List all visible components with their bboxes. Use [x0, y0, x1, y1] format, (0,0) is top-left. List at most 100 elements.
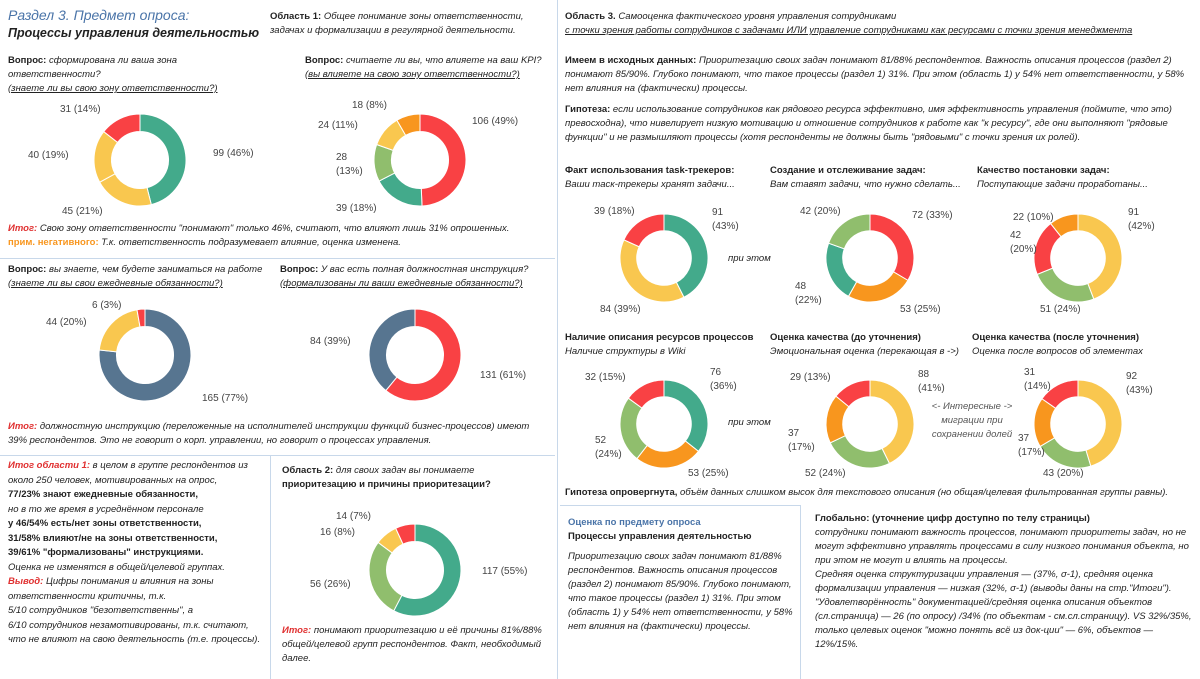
- donut-segment: [368, 308, 416, 392]
- donut-segment: [623, 213, 665, 248]
- connector: при этом: [728, 253, 771, 264]
- divider: [557, 0, 558, 679]
- text: понимают приоритезацию и её причины 81%/…: [282, 625, 542, 664]
- text: для своих задач вы понимаете: [333, 465, 475, 476]
- panel-title: Создание и отслеживание задач:: [770, 165, 926, 176]
- line: 5/10 сотрудников "безответственны", а: [8, 605, 194, 616]
- donut-segment: [139, 113, 187, 206]
- refuted: Гипотеза опровергнута, объём данных слиш…: [565, 486, 1190, 500]
- data-label: 24 (11%): [318, 120, 358, 131]
- data-label: 39 (18%): [594, 206, 635, 217]
- text: объём данных слишком высок для текстовог…: [677, 487, 1169, 498]
- area2: Область 2: для своих задач вы понимаете п…: [282, 464, 552, 492]
- q3: Вопрос: вы знаете, чем будете заниматься…: [8, 263, 273, 291]
- label: Итог:: [282, 625, 312, 636]
- data-label: 42 (20%): [800, 206, 841, 217]
- global: Глобально: (уточнение цифр доступно по т…: [815, 512, 1193, 652]
- panel-subtitle: Поступающие задачи проработаны...: [977, 179, 1148, 190]
- hypothesis: Гипотеза: если использование сотрудников…: [565, 103, 1190, 145]
- donut-segment: [393, 523, 462, 617]
- panel-header: Качество постановки задач: Поступающие за…: [977, 164, 1182, 192]
- line: Оценка не изменятся в общей/целевой груп…: [8, 561, 225, 573]
- data-label: 99 (46%): [213, 148, 254, 159]
- data-label: 31 (14%): [60, 104, 101, 115]
- donut-segment: [1041, 379, 1079, 410]
- label: Вопрос:: [8, 55, 47, 66]
- donut-segment: [1077, 213, 1123, 300]
- line: но в то же время в усреднённом персонале: [8, 503, 204, 515]
- data-label: 37 (17%): [1018, 433, 1045, 458]
- donut-segment: [98, 308, 192, 402]
- label: Гипотеза опровергнута,: [565, 487, 678, 498]
- data-label: 56 (26%): [310, 579, 351, 590]
- text: Свою зону ответственности "понимают" тол…: [37, 223, 510, 234]
- text: Приоритезацию своих задач понимают 81/88…: [565, 55, 1185, 94]
- result5: Итог: понимают приоритезацию и её причин…: [282, 624, 547, 666]
- data-label: 18 (8%): [352, 100, 388, 111]
- panel-title: Оценка качества (после уточнения): [972, 332, 1139, 343]
- data-label: 92 (43%): [1126, 371, 1153, 396]
- result1: Итог: Свою зону ответственности "понимаю…: [8, 222, 548, 250]
- donut-segment: [136, 308, 146, 328]
- area3: Область 3. Самооценка фактического уровн…: [565, 10, 1185, 38]
- title: Процессы управления деятельностью: [8, 26, 260, 40]
- panel-subtitle: Наличие структуры в Wiki: [565, 346, 686, 357]
- label: Итог:: [8, 421, 38, 432]
- data-label: 45 (21%): [62, 206, 103, 217]
- sub: приоритезацию и причины приоритезации?: [282, 479, 491, 490]
- data-label: 72 (33%): [912, 210, 953, 221]
- label: Область 3.: [565, 11, 616, 22]
- title: Глобально: (уточнение цифр доступно по т…: [815, 513, 1090, 524]
- data-label: 16 (8%): [320, 527, 356, 538]
- donut-segment: [663, 213, 709, 298]
- data-label: 106 (49%): [472, 116, 519, 127]
- donut-segment: [829, 435, 891, 469]
- data-label: 31 (14%): [1024, 367, 1051, 392]
- data-label: 42 (20%): [1010, 230, 1037, 255]
- conclusion: Цифры понимания и влияния на зоны ответс…: [8, 576, 214, 602]
- sub: (знаете ли вы свою зону ответственности?…: [8, 83, 218, 94]
- q4: Вопрос: У вас есть полная должностная ин…: [280, 263, 550, 291]
- paragraph: Средняя оценка структуризации управления…: [815, 569, 1192, 650]
- data-label: 14 (7%): [336, 511, 372, 522]
- text: в целом в группе респондентов из около 2…: [8, 460, 248, 486]
- donut-segment: [627, 379, 665, 409]
- line: 39/61% "формализованы" инструкциями.: [8, 547, 204, 558]
- paragraphs: сотрудники понимают важность процессов, …: [815, 526, 1193, 652]
- label: Вопрос:: [280, 264, 319, 275]
- data-label: 131 (61%): [480, 370, 527, 381]
- donut-segment: [835, 379, 871, 408]
- donut-segment: [1077, 379, 1123, 467]
- donut-segment: [396, 113, 421, 137]
- panel-subtitle: Оценка после вопросов об элементах: [972, 346, 1143, 357]
- connector: при этом: [728, 417, 771, 428]
- donut-segment: [419, 113, 467, 207]
- label: Область 2:: [282, 465, 334, 476]
- panel-title: Факт использования task-трекеров:: [565, 165, 735, 176]
- section: Раздел 3. Предмет опроса:: [8, 7, 190, 23]
- data-label: 48 (22%): [795, 281, 822, 306]
- data-label: 91 (43%): [712, 207, 739, 232]
- donut-segment: [103, 113, 141, 144]
- data-label: 39 (18%): [336, 203, 377, 214]
- data-label: 44 (20%): [46, 317, 87, 328]
- data-label: 88 (41%): [918, 369, 945, 394]
- label: Вопрос:: [305, 55, 344, 66]
- text: Общее понимание зоны ответственности, за…: [270, 11, 524, 36]
- data-label: 32 (15%): [585, 372, 626, 383]
- data-label: 84 (39%): [600, 304, 641, 315]
- annotation: <- Интересные -> миграции при сохранении…: [931, 401, 1013, 440]
- data-label: 37 (17%): [788, 428, 815, 453]
- data-label: 52 (24%): [805, 468, 846, 479]
- given: Имеем в исходных данных: Приоритезацию с…: [565, 54, 1190, 96]
- donut-segment: [368, 541, 403, 612]
- line: 77/23% знают ежедневные обязанности,: [8, 489, 199, 500]
- lines: 77/23% знают ежедневные обязанности, но в…: [8, 488, 266, 575]
- label: Имеем в исходных данных:: [565, 55, 697, 66]
- data-label: 53 (25%): [688, 468, 729, 479]
- line: 6/10 сотрудников незамотивированы, т.к. …: [8, 619, 261, 646]
- tail: 5/10 сотрудников "безответственны", а 6/1…: [8, 604, 266, 648]
- text: вы знаете, чем будете заниматься на рабо…: [46, 264, 263, 275]
- label: Область 1:: [270, 11, 322, 22]
